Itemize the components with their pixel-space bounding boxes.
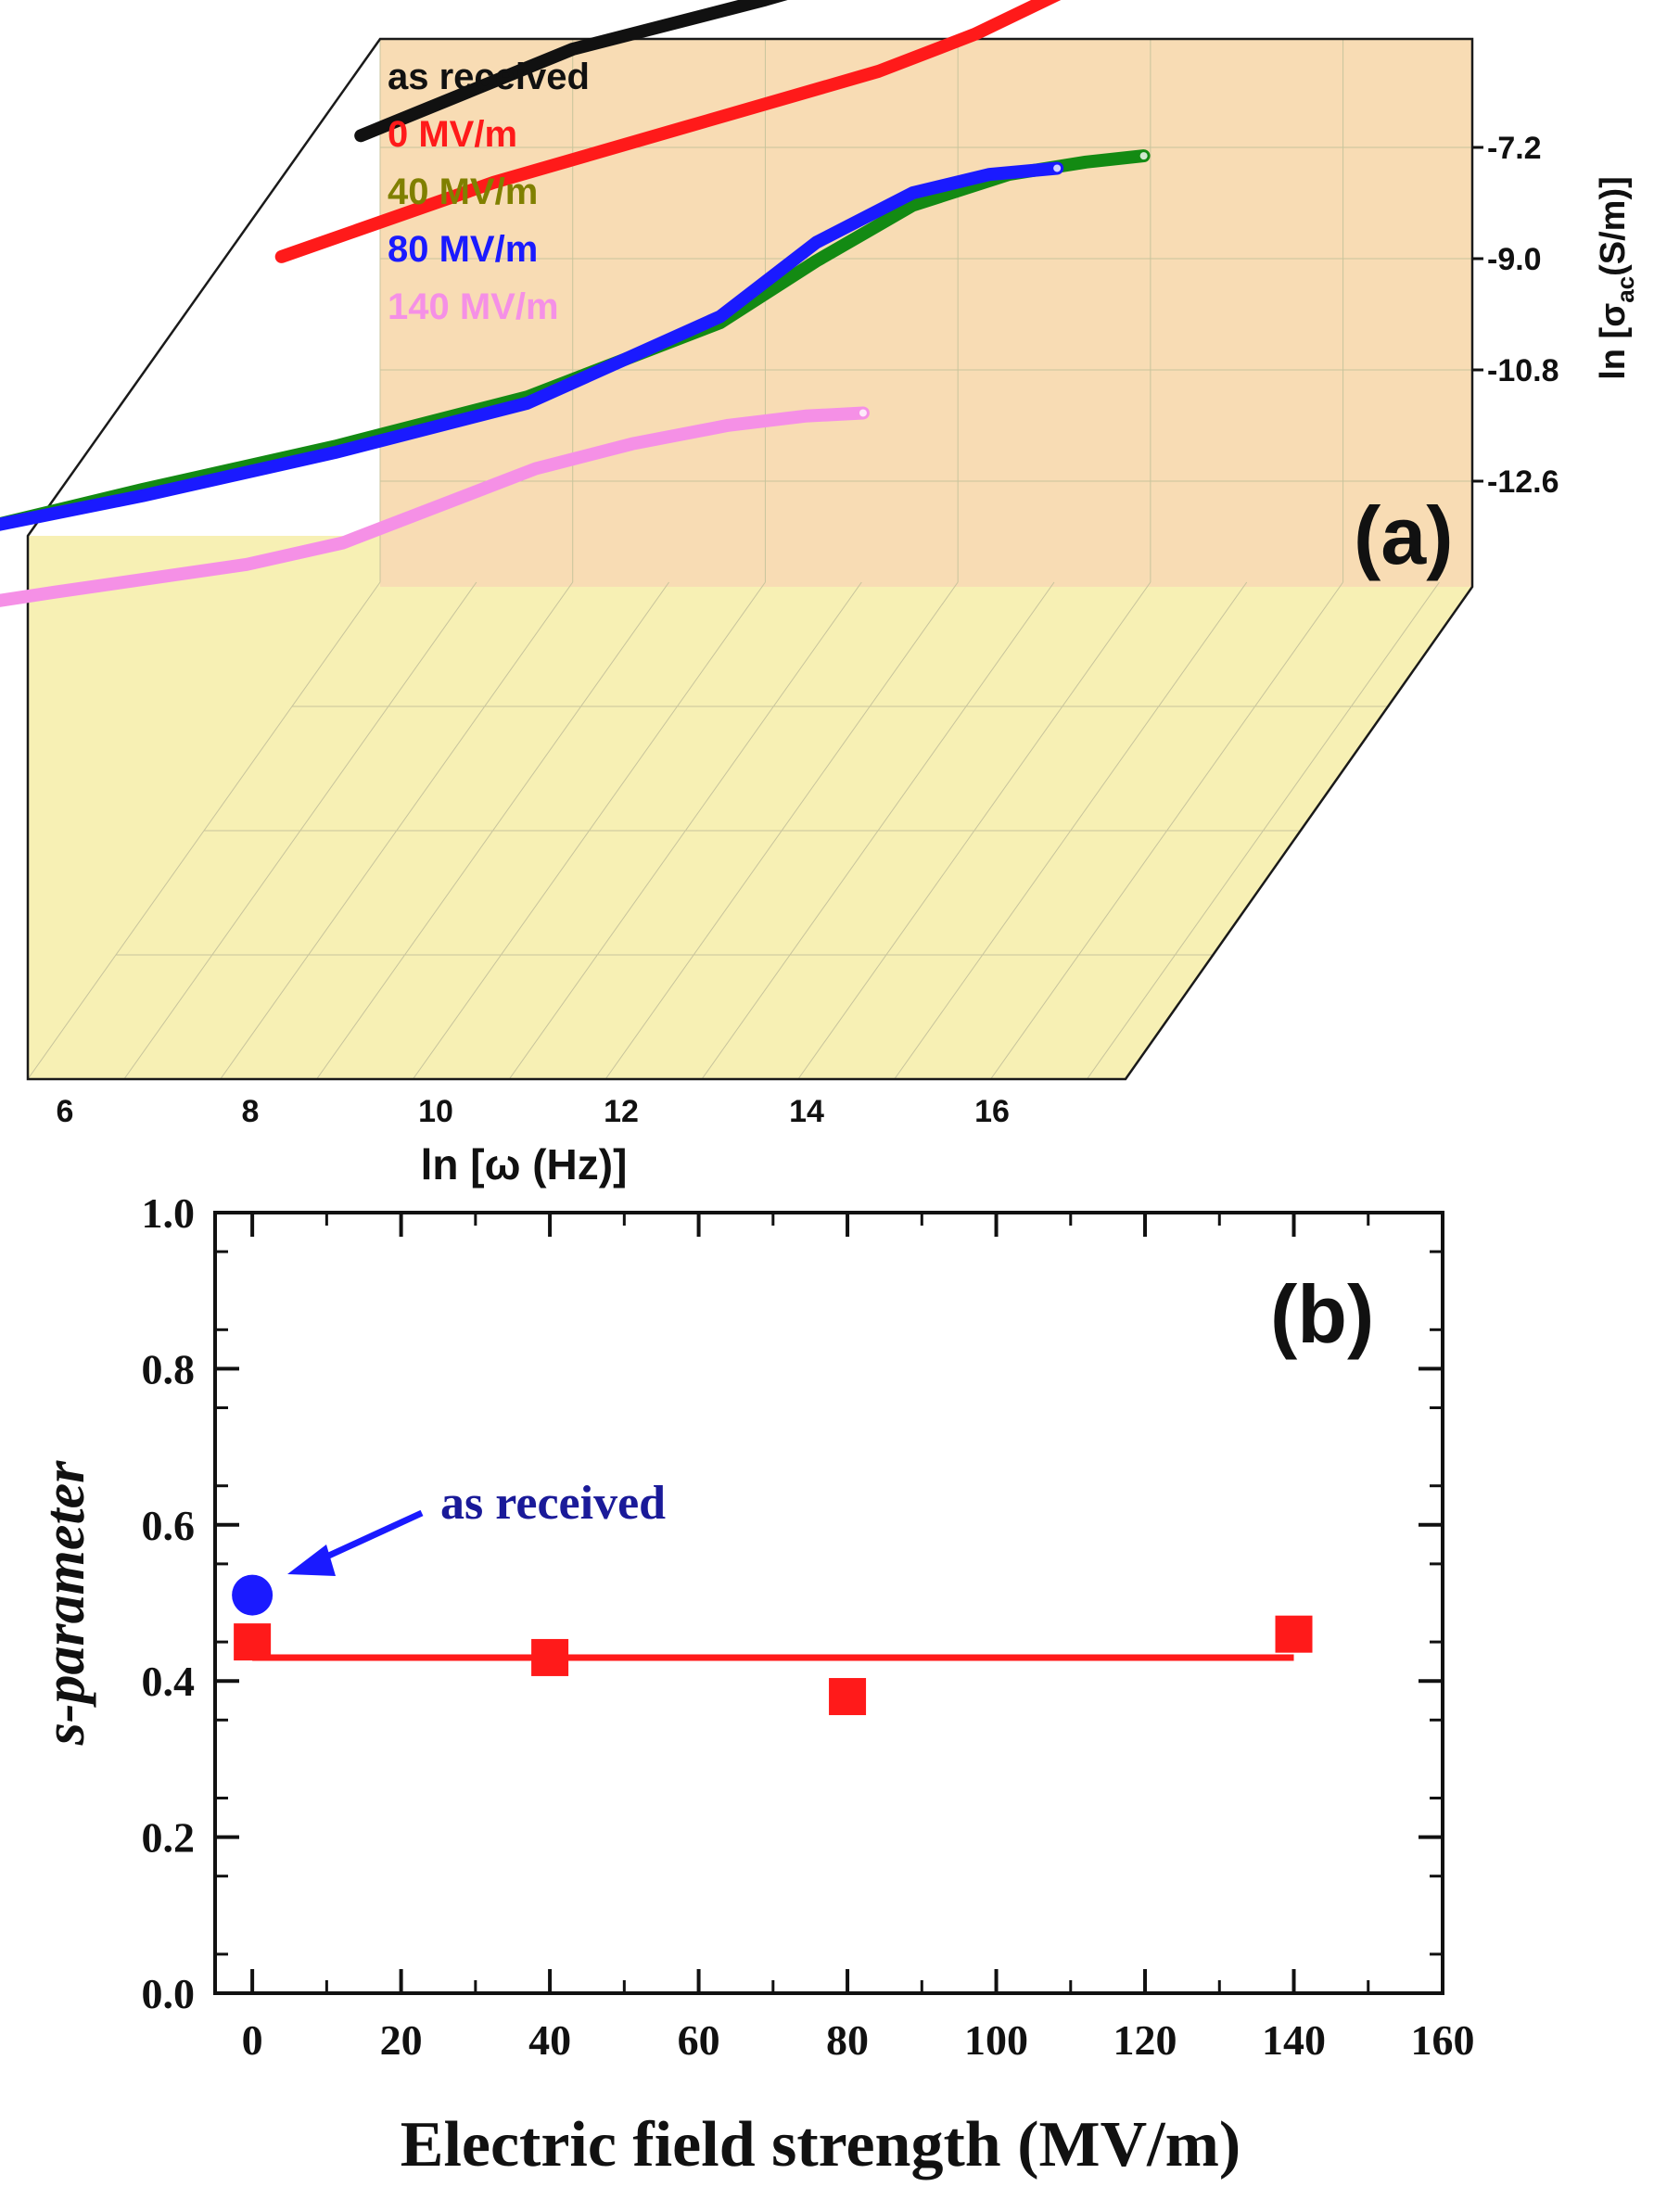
panel-a-x-axis-label: ln [ω (Hz)]	[421, 1140, 628, 1189]
panel-b-x-tick-label: 60	[678, 2016, 720, 2064]
panel-a-x-tick-label: 6	[57, 1094, 74, 1129]
series-end-highlight-140-mv-m	[859, 409, 867, 417]
annotation-as-received: as received	[440, 1477, 666, 1530]
panel-b-y-axis-label: s-parameter	[33, 1460, 96, 1746]
panel-a-x-tick-label: 16	[974, 1094, 1010, 1129]
data-point-40-mv-m	[531, 1638, 569, 1676]
panel-a-z-axis-label: ln [σac(S/m)]	[1594, 176, 1639, 380]
data-point-0-mv-m	[234, 1623, 272, 1661]
panel-b-y-tick-label: 0.2	[142, 1814, 196, 1862]
series-end-highlight-80-mv-m	[1053, 164, 1062, 172]
panel-b: 0.00.20.40.60.81.00 20 40 60 80 100 120 140 160 …	[33, 1189, 1475, 2180]
series-line-as-received	[354, 0, 788, 143]
panel-b-x-tick-label: 0	[242, 2016, 263, 2064]
panel-a: 6 8 10 12 14 16 -7.2 -9.0 -10.8 -12.6 ln [ω (Hz)…	[0, 0, 1639, 1189]
panel-b-plot-frame	[213, 1211, 1444, 1995]
panel-a-series	[0, 0, 1151, 607]
series-line-140-mv-m	[0, 406, 870, 607]
legend-as-received: as received	[388, 57, 590, 97]
legend-40-mv-m: 40 MV/m	[388, 172, 538, 212]
series-line-0-mv-m	[274, 0, 1062, 263]
panel-b-x-tick-label: 40	[528, 2016, 571, 2064]
legend-0-mv-m: 0 MV/m	[388, 114, 517, 155]
panel-b-y-tick-label: 1.0	[142, 1189, 196, 1237]
panel-a-label: (a)	[1354, 489, 1454, 581]
panel-a-z-tick-label: -12.6	[1487, 464, 1559, 500]
panel-a-frame	[26, 37, 1474, 1081]
panel-a-x-tick-label: 8	[242, 1094, 260, 1129]
panel-b-x-tick-label: 20	[380, 2016, 423, 2064]
panel-b-label: (b)	[1270, 1268, 1374, 1360]
panel-a-x-tick-label: 14	[789, 1094, 824, 1129]
panel-a-z-tick-label: -7.2	[1487, 131, 1542, 166]
panel-a-z-tick-label: -9.0	[1487, 242, 1542, 277]
data-point-as-received	[232, 1574, 274, 1616]
panel-b-y-tick-label: 0.6	[142, 1502, 196, 1549]
panel-b-x-tick-label: 100	[964, 2016, 1028, 2064]
data-point-80-mv-m	[829, 1678, 867, 1716]
legend-140-mv-m: 140 MV/m	[388, 286, 559, 327]
panel-b-x-tick-label: 140	[1262, 2016, 1326, 2064]
annotation-arrow	[287, 1509, 424, 1576]
panel-a-z-tick-label: -10.8	[1487, 353, 1559, 388]
panel-a-floor	[28, 536, 1472, 1079]
panel-a-x-tick-label: 12	[604, 1094, 639, 1129]
panel-b-x-tick-label: 120	[1113, 2016, 1177, 2064]
panel-b-y-tick-label: 0.8	[142, 1345, 196, 1392]
series-end-highlight-40-mv-m	[1139, 152, 1148, 160]
panel-b-points	[232, 1574, 1313, 1716]
panel-b-y-tick-label: 0.4	[142, 1658, 196, 1705]
panel-b-y-tick-label: 0.0	[142, 1970, 196, 2017]
panel-b-x-tick-label: 160	[1411, 2016, 1475, 2064]
panel-b-x-axis-label: Electric field strength (MV/m)	[401, 2109, 1240, 2180]
series-line-80-mv-m	[0, 161, 1064, 531]
data-point-140-mv-m	[1275, 1615, 1313, 1653]
panel-a-legend: as received 0 MV/m 40 MV/m 80 MV/m 140 M…	[388, 57, 590, 327]
panel-a-z-ticks: -7.2 -9.0 -10.8 -12.6	[1472, 131, 1559, 500]
panel-b-x-tick-label: 80	[826, 2016, 869, 2064]
panel-a-x-ticks: 6 8 10 12 14 16	[57, 1094, 1010, 1129]
panel-b-ticks: 0.0 0.2 0.4 0.6 0.8 1.0 0 20 40 60 80 100 120 140 160	[142, 1189, 1475, 2064]
panel-a-back-wall	[380, 39, 1472, 587]
legend-80-mv-m: 80 MV/m	[388, 229, 538, 270]
panel-a-x-tick-label: 10	[418, 1094, 453, 1129]
